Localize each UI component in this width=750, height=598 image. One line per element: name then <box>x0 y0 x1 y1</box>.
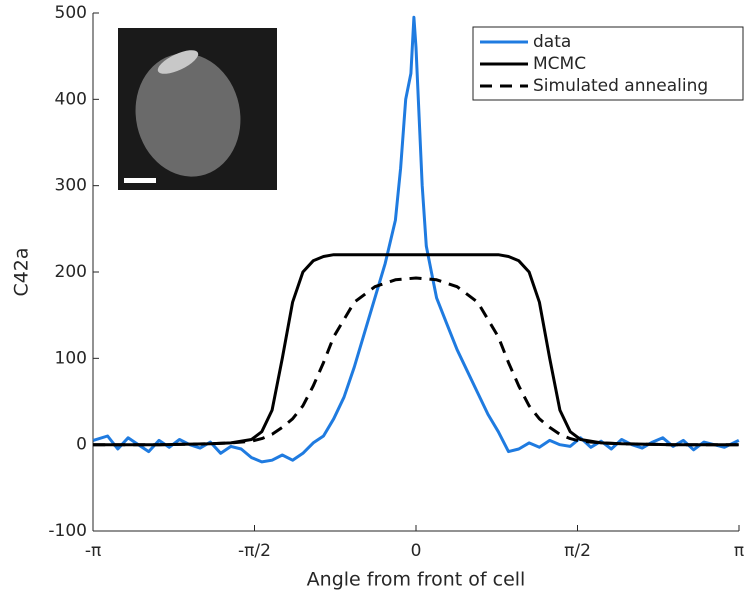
legend-label: MCMC <box>533 54 586 74</box>
legend-label: Simulated annealing <box>533 76 708 96</box>
x-tick-label: -π/2 <box>238 541 271 561</box>
x-tick-label: 0 <box>411 541 422 561</box>
y-tick-label: 300 <box>55 176 87 196</box>
series-line <box>93 276 739 447</box>
x-axis-label: Angle from front of cell <box>307 569 526 591</box>
y-tick-label: 200 <box>55 262 87 282</box>
inset-cell <box>135 53 241 177</box>
y-tick-label: 0 <box>76 435 87 455</box>
legend-label: data <box>533 32 571 52</box>
inset-image <box>118 28 277 190</box>
x-tick-label: π/2 <box>564 541 591 561</box>
y-tick-label: 100 <box>55 348 87 368</box>
plot-area: -100 0 100 200 300 400 500 -π -π/2 0 π/2 π <box>48 3 744 561</box>
x-tick-label: π <box>734 541 744 561</box>
series-line <box>93 253 739 447</box>
inset-scale-bar <box>124 178 156 183</box>
inset-highlight <box>157 50 199 74</box>
y-tick-label: 500 <box>55 3 87 23</box>
x-tick-label: -π <box>85 541 101 561</box>
y-tick-label: 400 <box>55 89 87 109</box>
y-tick-label: -100 <box>48 521 87 541</box>
y-axis-label: C42a <box>11 247 33 296</box>
